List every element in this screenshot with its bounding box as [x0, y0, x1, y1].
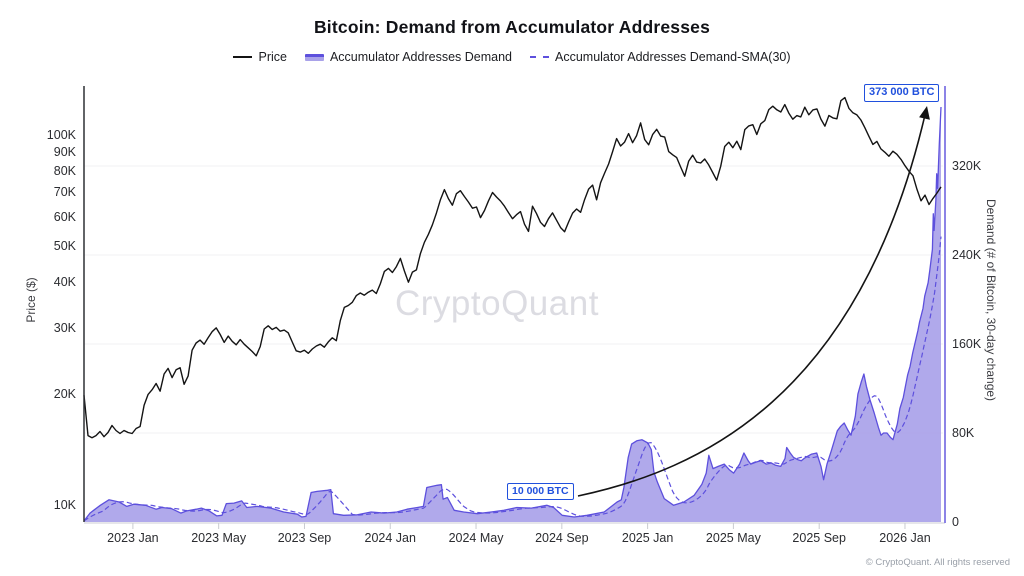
y-left-tick-label: 60K [53, 210, 76, 225]
x-tick-label: 2024 Jan [364, 531, 416, 545]
price-line-swatch-icon [233, 56, 253, 58]
legend-item-demand[interactable]: Accumulator Addresses Demand [304, 50, 512, 64]
x-tick-label: 2023 Jan [107, 531, 159, 545]
legend-label: Accumulator Addresses Demand-SMA(30) [555, 50, 791, 64]
y-left-tick-label: 70K [53, 185, 76, 200]
y-left-tick-label: 50K [53, 239, 76, 254]
copyright-footer: © CryptoQuant. All rights reserved [865, 557, 1010, 568]
y-left-tick-label: 80K [53, 163, 76, 178]
y-right-tick-label: 160K [952, 337, 982, 351]
demand-sma-line [83, 236, 942, 522]
y-left-tick-label: 30K [53, 321, 76, 336]
price-line [83, 96, 942, 439]
x-tick-label: 2026 Jan [879, 531, 931, 545]
y-left-tick-label: 100K [46, 128, 76, 142]
y-left-tick-label: 40K [53, 275, 76, 290]
legend-label: Accumulator Addresses Demand [329, 50, 512, 64]
x-tick-label: 2025 Sep [792, 531, 846, 545]
y-left-tick-label: 90K [53, 144, 76, 159]
x-tick-label: 2025 Jan [621, 531, 674, 545]
y-right-tick-label: 80K [952, 426, 975, 440]
sma-dashed-swatch-icon [530, 56, 549, 58]
chart-title: Bitcoin: Demand from Accumulator Address… [313, 17, 711, 37]
y-right-tick-label: 0 [952, 515, 959, 529]
legend: Price Accumulator Addresses Demand Accum… [0, 50, 1024, 64]
x-tick-label: 2023 Sep [277, 531, 332, 545]
legend-item-price[interactable]: Price [233, 50, 287, 64]
legend-item-demand-sma[interactable]: Accumulator Addresses Demand-SMA(30) [530, 50, 791, 64]
cryptoquant-watermark: CryptoQuant [395, 284, 599, 323]
y-right-tick-label: 320K [952, 159, 982, 173]
peak-demand-annotation: 373 000 BTC [864, 84, 940, 102]
y-left-tick-label: 10K [53, 498, 76, 512]
demand-area-swatch-icon [304, 53, 324, 61]
y-left-tick-label: 20K [53, 386, 76, 401]
legend-label: Price [258, 50, 287, 64]
right-axis-title: Demand (# of Bitcoin, 30-day change) [984, 198, 998, 402]
x-tick-label: 2024 Sep [535, 531, 589, 545]
base-demand-annotation: 10 000 BTC [507, 483, 574, 501]
trend-arrow [577, 116, 926, 497]
trend-arrowhead-icon [919, 106, 930, 120]
x-tick-label: 2024 May [448, 531, 504, 545]
left-axis-title: Price ($) [24, 277, 38, 323]
demand-area [84, 107, 941, 522]
x-tick-label: 2023 May [191, 531, 247, 545]
x-tick-label: 2025 May [705, 531, 761, 545]
y-right-tick-label: 240K [952, 248, 982, 262]
